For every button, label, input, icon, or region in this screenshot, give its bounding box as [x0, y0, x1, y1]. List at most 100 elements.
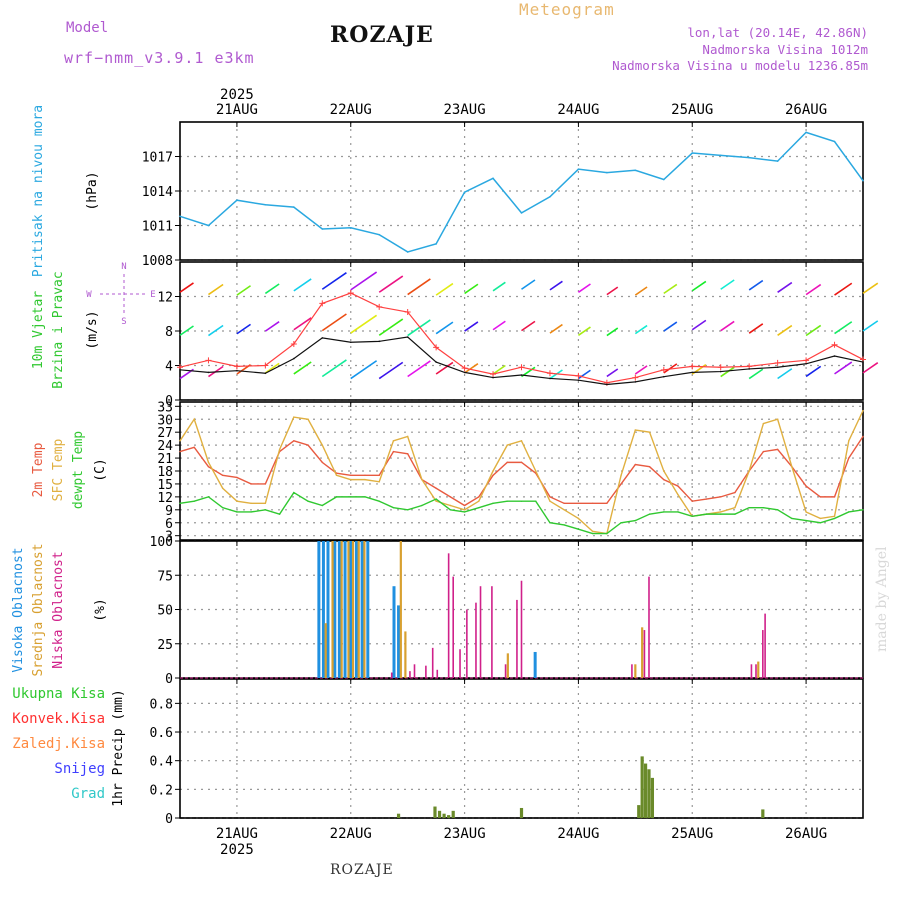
wind-barb — [464, 321, 479, 332]
sfc-temp-point — [492, 470, 494, 472]
sfc-temp-point — [663, 470, 665, 472]
wind-gust-marker — [433, 344, 440, 351]
cloud-mid-bar — [757, 661, 760, 678]
pressure-point — [435, 243, 437, 245]
temp2m-point — [293, 440, 295, 442]
watermark: made by Angel — [874, 546, 890, 653]
wind-barb — [691, 319, 707, 331]
y-tick-label: 0.2 — [150, 783, 173, 798]
y-tick-label: 100 — [150, 535, 173, 550]
y-tick-label: 4 — [165, 360, 173, 375]
wind-gust-marker — [632, 374, 639, 381]
sfc-temp-point — [250, 502, 252, 505]
cloud-high-bar — [366, 541, 370, 678]
dewpt-point — [563, 524, 565, 526]
cloud-axis-title-2: Srednja Oblacnost — [31, 543, 46, 676]
cloud-low-bar — [750, 664, 753, 678]
cloud-low-bar — [390, 672, 393, 678]
wind-speed-point — [520, 374, 523, 376]
pressure-point — [662, 178, 665, 181]
dewpt-point — [819, 522, 822, 524]
wind-barb — [264, 321, 280, 332]
dewpt-point — [179, 502, 181, 505]
temp2m-point — [591, 502, 594, 505]
cloud-axis-title-3: Niska Oblacnost — [51, 551, 66, 668]
y-tick-label: 0 — [165, 672, 173, 687]
dewpt-point — [207, 496, 210, 498]
cloud-low-bar — [479, 586, 482, 678]
sfc-temp-point — [321, 444, 323, 446]
dewpt-point — [364, 496, 366, 498]
cloud-mid-bar — [351, 541, 355, 678]
pressure-point — [378, 233, 381, 236]
sfc-temp-point — [421, 478, 423, 481]
temp2m-point — [848, 457, 850, 459]
wind-barb — [435, 361, 454, 375]
cloud-low-bar — [431, 647, 434, 678]
precip-legend-item: Konvek.Kisa — [12, 711, 105, 727]
pressure-point — [406, 251, 409, 253]
wind-barb — [748, 279, 764, 291]
cloud-low-bar — [764, 613, 766, 678]
y-tick-label: 30 — [157, 413, 173, 428]
dewpt-point — [620, 522, 622, 524]
cloud-mid-bar — [399, 541, 402, 678]
x-tick-label-bottom: 21AUG — [216, 826, 258, 842]
y-tick-label: 21 — [157, 452, 173, 467]
cloud-low-bar — [755, 664, 757, 678]
cloud-high-bar — [354, 541, 358, 678]
temp2m-point — [392, 450, 395, 453]
dewpt-point — [677, 511, 679, 513]
sfc-temp-point — [335, 474, 338, 477]
wind-speed-point — [862, 361, 864, 363]
pressure-point — [264, 204, 267, 206]
sfc-temp-point — [634, 429, 637, 431]
temp2m-point — [307, 444, 309, 446]
sfc-temp-point — [535, 470, 537, 472]
dewpt-point — [221, 506, 224, 509]
wind-speed-point — [719, 370, 722, 373]
wind-speed-point — [748, 368, 750, 370]
temp2m-point — [364, 474, 366, 477]
dewpt-point — [506, 500, 508, 502]
wind-gust-marker — [404, 309, 411, 316]
sfc-temp-point — [463, 509, 466, 511]
y-tick-label: 1017 — [142, 151, 173, 166]
model-elevation-label: Nadmorska Visina u modelu 1236.85m — [612, 58, 868, 73]
wind-barb — [293, 278, 312, 292]
temp-unit: (C) — [93, 458, 108, 481]
cloud-low-bar — [447, 553, 450, 678]
wind-barb — [350, 360, 378, 380]
temp2m-point — [833, 496, 836, 498]
wind-speed-point — [634, 381, 637, 383]
cloud-mid-bar — [347, 541, 350, 678]
wind-barb — [407, 319, 431, 337]
wind-axis-title-2: Brzina i Pravac — [51, 271, 66, 388]
wind-barb — [777, 368, 793, 380]
cloud-mid-bar — [331, 541, 334, 678]
cloud-mid-bar — [357, 541, 360, 678]
dewpt-point — [478, 506, 480, 509]
sfc-temp-point — [350, 478, 352, 481]
temp2m-point — [577, 502, 580, 505]
precip-bar — [396, 813, 401, 818]
coords-label: lon,lat (20.14E, 42.86N) — [687, 25, 868, 40]
cloud-high-bar — [337, 541, 341, 678]
precip-legend-item: Zaledj.Kisa — [12, 736, 105, 752]
wind-barb — [350, 314, 378, 334]
cloud-mid-bar — [324, 623, 327, 678]
y-tick-label: 6 — [165, 517, 173, 532]
y-tick-label: 15 — [157, 478, 173, 493]
wind-speed-point — [577, 379, 580, 381]
sfc-temp-point — [819, 517, 822, 520]
precip-bar — [451, 810, 455, 818]
x-tick-label-bottom: 23AUG — [444, 826, 486, 842]
wind-unit: (m/s) — [85, 310, 100, 349]
pressure-point — [463, 191, 466, 193]
temp2m-point — [705, 498, 708, 500]
wind-barb — [492, 281, 506, 292]
model-label: Model — [66, 20, 109, 36]
sfc-temp-point — [563, 509, 565, 511]
panel-frame — [179, 678, 864, 819]
